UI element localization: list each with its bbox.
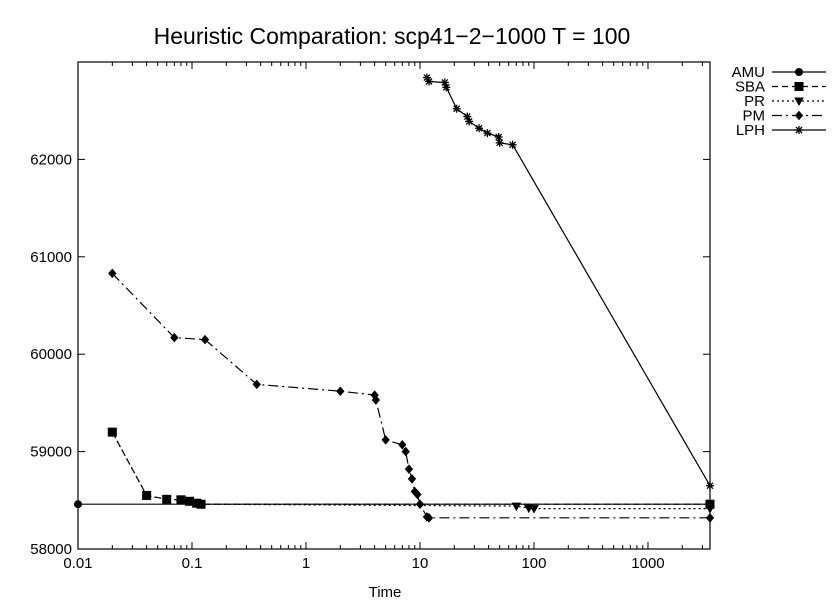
- data-point: [74, 500, 82, 509]
- data-point: [401, 446, 410, 457]
- data-point: [381, 435, 390, 445]
- data-point: [371, 395, 381, 405]
- data-point: [452, 104, 461, 113]
- data-point: [705, 505, 715, 514]
- data-point: [494, 132, 503, 141]
- x-tick-label: 100: [521, 555, 546, 572]
- legend-marker: [795, 126, 803, 134]
- legend-marker: [795, 68, 803, 76]
- legend-label: SBA: [735, 79, 765, 96]
- legend-marker: [794, 110, 804, 121]
- data-point: [465, 117, 474, 126]
- series-pr: [107, 428, 715, 514]
- series-pm: [108, 268, 715, 523]
- x-axis-label: Time: [369, 584, 402, 601]
- data-point: [107, 428, 118, 438]
- y-tick-label: 59000: [30, 444, 72, 461]
- series-line: [426, 77, 711, 487]
- data-point: [413, 489, 422, 500]
- data-point: [415, 499, 425, 509]
- data-point: [511, 502, 522, 512]
- y-tick-label: 61000: [30, 249, 72, 266]
- legend-label: PR: [744, 93, 765, 110]
- series-lph: [422, 73, 714, 490]
- x-tick-label: 0.01: [63, 555, 92, 572]
- x-axis: 0.01 0.1 1 10 100 1000: [63, 62, 703, 572]
- legend-label: LPH: [736, 122, 765, 139]
- legend-marker: [794, 97, 804, 107]
- data-point: [495, 138, 504, 147]
- data-point: [170, 332, 179, 343]
- legend-item: SBA: [735, 79, 826, 96]
- data-point: [176, 496, 186, 505]
- legend-marker: [794, 82, 804, 91]
- x-tick-label: 10: [412, 555, 429, 572]
- series-layer: [74, 73, 715, 523]
- plot-frame: [77, 61, 711, 550]
- y-tick-label: 60000: [30, 346, 72, 363]
- legend-label: AMU: [732, 64, 765, 81]
- data-point: [161, 495, 172, 505]
- data-point: [336, 386, 345, 396]
- data-point: [200, 334, 210, 345]
- data-point: [442, 83, 451, 92]
- plot-area: 58000 59000 60000 61000 62000 0.01 0.1 1 10 100 1…: [30, 61, 715, 572]
- legend-item: LPH: [736, 122, 826, 139]
- data-point: [141, 491, 152, 501]
- data-point: [705, 513, 715, 523]
- data-point: [424, 513, 434, 523]
- data-point: [508, 140, 517, 149]
- data-point: [108, 268, 117, 279]
- data-point: [529, 505, 539, 514]
- data-point: [706, 481, 714, 490]
- y-tick-label: 58000: [30, 541, 72, 558]
- data-point: [407, 474, 417, 484]
- chart-title: Heuristic Comparation: scp41−2−1000 T = …: [154, 23, 631, 49]
- y-axis: 58000 59000 60000 61000 62000: [30, 151, 710, 558]
- data-point: [483, 129, 492, 138]
- y-tick-label: 62000: [30, 151, 72, 168]
- data-point: [398, 440, 407, 450]
- data-point: [196, 500, 206, 510]
- data-point: [425, 77, 434, 86]
- data-point: [475, 124, 484, 133]
- x-tick-label: 1: [302, 555, 310, 572]
- x-tick-label: 0.1: [182, 555, 203, 572]
- data-point: [252, 379, 261, 390]
- legend-item: PR: [744, 93, 826, 110]
- x-tick-label: 1000: [631, 555, 664, 572]
- legend-item: AMU: [732, 64, 826, 81]
- legend-label: PM: [743, 108, 766, 125]
- data-point: [404, 464, 414, 474]
- data-point: [184, 497, 195, 507]
- legend-item: PM: [743, 108, 826, 125]
